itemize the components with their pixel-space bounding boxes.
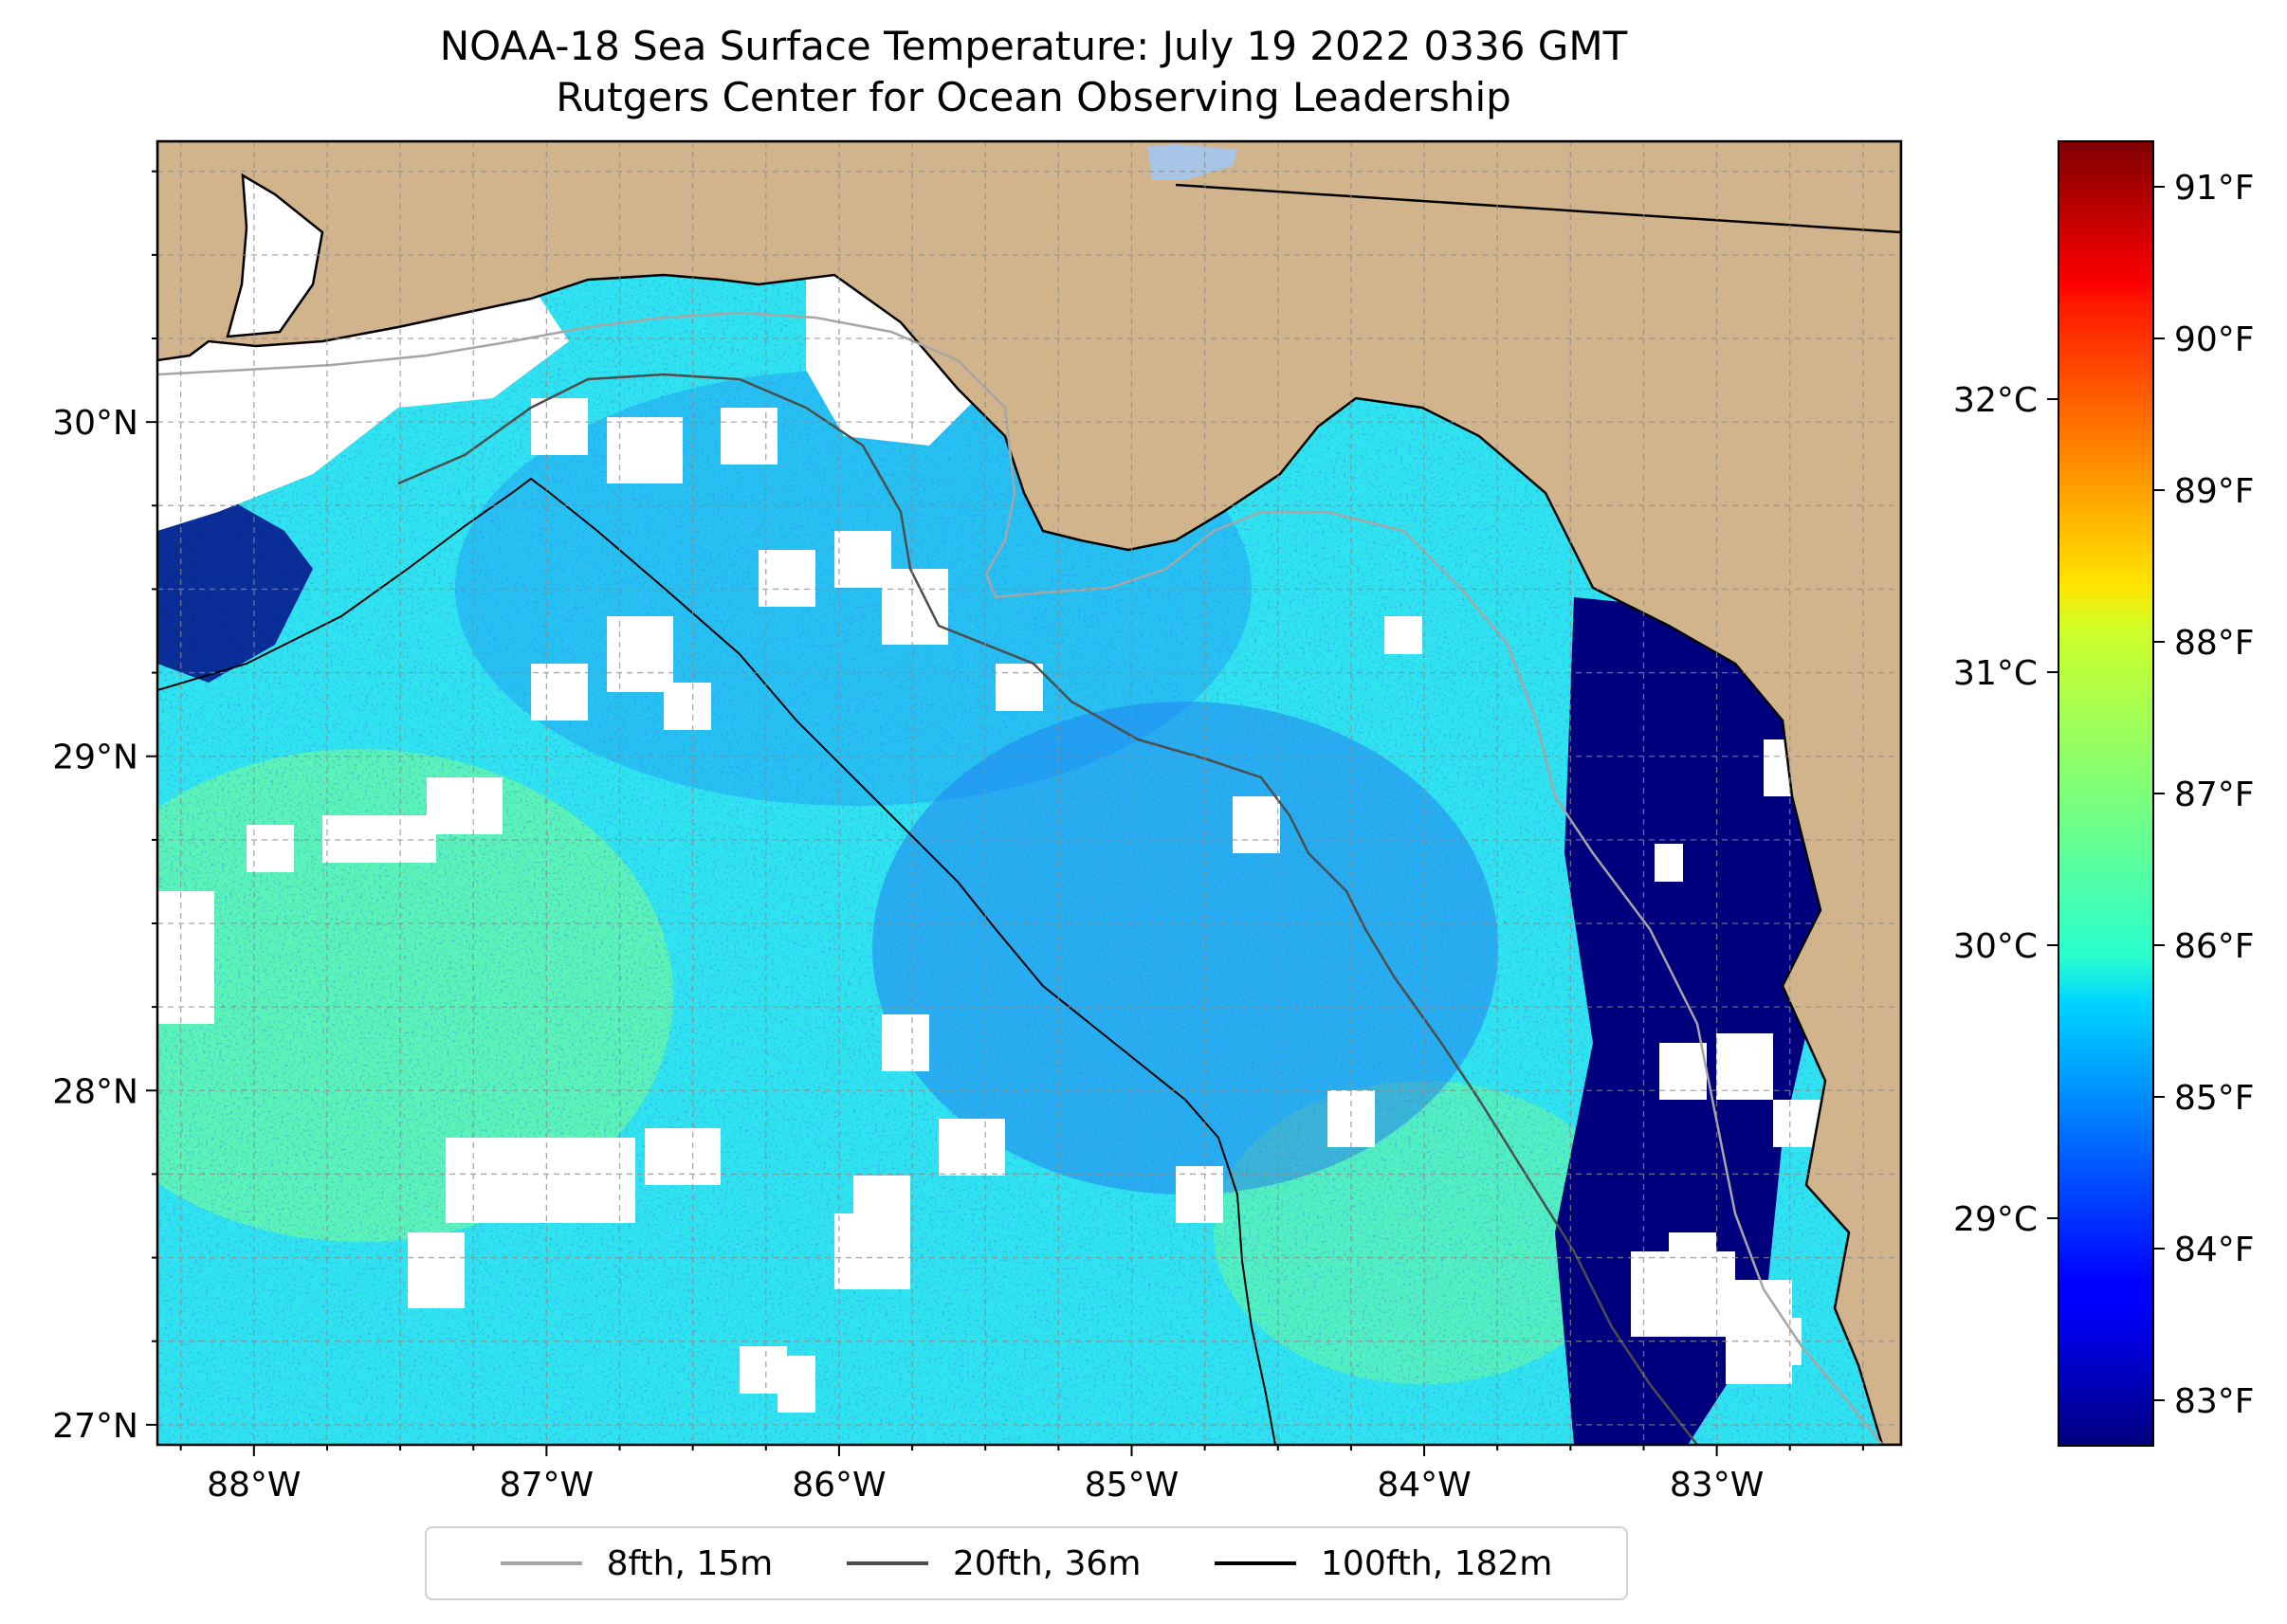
contour-20fth [397, 373, 1698, 1445]
colorbar-c-tick-label: 31°C [1953, 654, 2038, 693]
colorbar [2058, 140, 2154, 1447]
lon-tick-label: 87°W [500, 1466, 594, 1505]
contour-legend: 8fth, 15m 20fth, 36m 100fth, 182m [425, 1526, 1628, 1600]
colorbar-f-tick-label: 91°F [2174, 169, 2255, 208]
map-frame [156, 139, 1903, 1447]
colorbar-f-tick-label: 87°F [2174, 776, 2255, 814]
colorbar-c-tick-label: 29°C [1953, 1200, 2038, 1239]
latitude-axis: 30°N 29°N 28°N 27°N [52, 170, 157, 1446]
colorbar-fahrenheit-ticks: 83°F 84°F 85°F 86°F 87°F 88°F 89°F 90°F 91°F [2153, 169, 2255, 1421]
map-area [157, 141, 1901, 1445]
cold-patch-nw [157, 493, 313, 683]
gridlines [157, 141, 1901, 1445]
colorbar-c-tick-label: 32°C [1953, 381, 2038, 420]
lon-tick-label: 86°W [792, 1466, 886, 1505]
cold-upwelling-region [1555, 597, 1830, 1445]
lon-tick-label: 84°W [1377, 1466, 1471, 1505]
colorbar-f-tick-label: 83°F [2174, 1382, 2255, 1421]
colorbar-f-tick-label: 89°F [2174, 472, 2255, 511]
longitude-axis: 88°W 87°W 86°W 85°W 84°W 83°W [179, 1445, 1864, 1505]
lon-tick-label: 85°W [1085, 1466, 1179, 1505]
title-line-1: NOAA-18 Sea Surface Temperature: July 19… [439, 23, 1628, 69]
lon-tick-label: 83°W [1670, 1466, 1764, 1505]
colorbar-f-tick-label: 88°F [2174, 624, 2255, 663]
lon-tick-label: 88°W [207, 1466, 301, 1505]
colorbar-celsius-ticks: 29°C 30°C 31°C 32°C [1953, 381, 2058, 1239]
lat-tick-label: 28°N [52, 1072, 138, 1111]
title-line-2: Rutgers Center for Ocean Observing Leade… [556, 74, 1511, 120]
colorbar-f-tick-label: 90°F [2174, 320, 2255, 359]
legend-label-20fth: 20fth, 36m [952, 1543, 1142, 1583]
land-mass [157, 141, 1901, 1445]
legend-label-8fth: 8fth, 15m [606, 1543, 774, 1583]
mobile-bay [226, 173, 324, 338]
lat-tick-label: 27°N [52, 1407, 138, 1446]
legend-swatch-100fth [1215, 1561, 1297, 1565]
contour-100fth [157, 477, 1276, 1445]
colorbar-f-tick-label: 85°F [2174, 1079, 2255, 1118]
cloud-mask [157, 246, 1820, 1413]
colorbar-f-tick-label: 86°F [2174, 927, 2255, 966]
state-border [1175, 183, 1901, 234]
legend-swatch-20fth [846, 1561, 928, 1565]
lat-tick-label: 29°N [52, 739, 138, 777]
contour-8fth [157, 311, 1883, 1445]
legend-item-100fth: 100fth, 182m [1215, 1544, 1552, 1583]
colorbar-f-tick-label: 84°F [2174, 1231, 2255, 1269]
lat-tick-label: 30°N [52, 404, 138, 443]
legend-item-20fth: 20fth, 36m [846, 1543, 1142, 1583]
legend-item-8fth: 8fth, 15m [500, 1543, 774, 1583]
legend-label-100fth: 100fth, 182m [1321, 1543, 1553, 1583]
legend-swatch-8fth [500, 1561, 582, 1565]
colorbar-c-tick-label: 30°C [1953, 927, 2038, 966]
chart-title: NOAA-18 Sea Surface Temperature: July 19… [0, 21, 2067, 123]
